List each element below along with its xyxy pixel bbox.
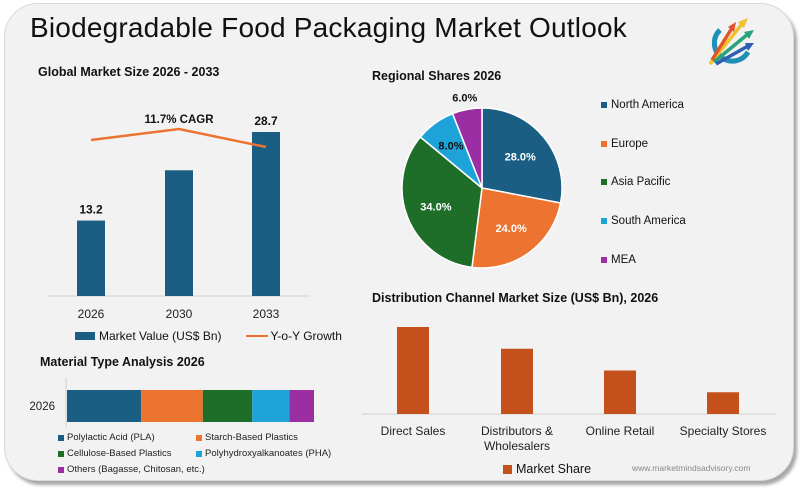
material-type-title: Material Type Analysis 2026 — [40, 355, 205, 369]
pie-data-label: 8.0% — [438, 140, 463, 152]
regional-shares-title: Regional Shares 2026 — [372, 69, 502, 83]
segment-3 — [202, 390, 253, 422]
legend-swatch — [196, 450, 202, 457]
global-market-legend: Market Value (US$ Bn) Y-o-Y Growth — [75, 329, 342, 343]
bar-distributors-wholesalers — [501, 348, 533, 414]
pie-data-label: 6.0% — [452, 93, 477, 105]
segment-2 — [141, 390, 203, 422]
x-tick-label: Distributors & — [481, 424, 553, 438]
legend-item-material: Cellulose-Based Plastics — [58, 448, 172, 459]
data-label-2026: 13.2 — [79, 203, 103, 217]
x-tick-label: Wholesalers — [484, 439, 550, 453]
distribution-legend: Market Share — [503, 462, 591, 476]
legend-swatch — [601, 218, 607, 225]
legend-swatch — [58, 466, 64, 473]
legend-label: Europe — [611, 137, 649, 150]
legend-item-asia-pacific: Asia Pacific — [601, 176, 670, 188]
bar-2030 — [165, 170, 193, 296]
legend-label: Others (Bagasse, Chitosan, etc.) — [67, 464, 205, 475]
legend-item-mea: MEA — [601, 254, 636, 266]
legend-label: North America — [611, 99, 684, 111]
legend-swatch — [601, 256, 607, 263]
pie-data-label: 34.0% — [420, 201, 451, 213]
legend-swatch — [58, 434, 64, 441]
legend-label: Starch-Based Plastics — [205, 432, 298, 443]
cagr-annotation: 11.7% CAGR — [144, 114, 214, 126]
data-label-2033: 28.7 — [254, 114, 278, 128]
legend-swatch-market-value — [75, 332, 95, 340]
x-tick-label: Specialty Stores — [680, 424, 767, 438]
legend-label: Polyhydroxyalkanoates (PHA) — [205, 448, 332, 459]
y-tick-label: 2026 — [29, 401, 55, 413]
legend-label: Cellulose-Based Plastics — [67, 448, 172, 459]
legend-item-material: Others (Bagasse, Chitosan, etc.) — [58, 464, 205, 475]
bar-2026 — [77, 220, 105, 296]
x-tick-label: Direct Sales — [381, 424, 446, 438]
x-tick-label: 2030 — [166, 307, 193, 321]
legend-label: Asia Pacific — [611, 176, 671, 189]
legend-swatch — [58, 450, 64, 457]
legend-swatch-market-share — [503, 464, 512, 474]
pie-slice-asia-pacific — [401, 135, 483, 269]
pie-slice-mea — [451, 107, 483, 189]
page-title: Biodegradable Food Packaging Market Outl… — [30, 12, 627, 43]
legend-item-material: Starch-Based Plastics — [196, 432, 298, 443]
legend-swatch — [601, 179, 607, 186]
legend-label: South America — [611, 215, 686, 228]
x-tick-label: 2033 — [253, 307, 280, 321]
legend-swatch — [601, 102, 607, 108]
pie-slice-europe — [471, 187, 562, 269]
legend-item-material: Polyhydroxyalkanoates (PHA) — [196, 448, 331, 459]
legend-item-south-america: South America — [601, 215, 686, 227]
legend-item-europe: Europe — [601, 138, 648, 150]
pie-slice-north-america — [481, 107, 563, 204]
legend-item-north-america: North America — [601, 99, 684, 111]
segment-1 — [67, 390, 142, 422]
pie-data-label: 28.0% — [505, 151, 536, 163]
legend-swatch — [196, 434, 202, 441]
global-market-title: Global Market Size 2026 - 2033 — [38, 65, 220, 79]
legend-swatch — [601, 140, 607, 147]
distribution-title: Distribution Channel Market Size (US$ Bn… — [372, 291, 659, 305]
x-tick-label: 2026 — [78, 307, 105, 321]
bar-specialty-stores — [707, 392, 739, 414]
bar-direct-sales — [397, 327, 429, 414]
yoy-growth-line — [90, 127, 267, 149]
source-url: www.marketmindsadvisory.com — [632, 463, 751, 473]
bar-online-retail — [604, 370, 636, 414]
growth-arrows-logo-icon — [708, 18, 754, 66]
legend-label: Polylactic Acid (PLA) — [67, 432, 155, 443]
legend-label-market-share: Market Share — [516, 462, 592, 476]
legend-label-market-value: Market Value (US$ Bn) — [99, 329, 222, 343]
segment-5 — [289, 390, 314, 422]
bar-2033 — [252, 132, 280, 296]
x-tick-label: Online Retail — [586, 424, 655, 438]
pie-data-label: 24.0% — [496, 223, 527, 235]
legend-item-material: Polylactic Acid (PLA) — [58, 432, 155, 443]
legend-label: MEA — [611, 253, 636, 266]
legend-label-yoy: Y-o-Y Growth — [270, 329, 342, 343]
segment-4 — [252, 390, 290, 422]
legend-swatch-yoy — [245, 335, 268, 337]
